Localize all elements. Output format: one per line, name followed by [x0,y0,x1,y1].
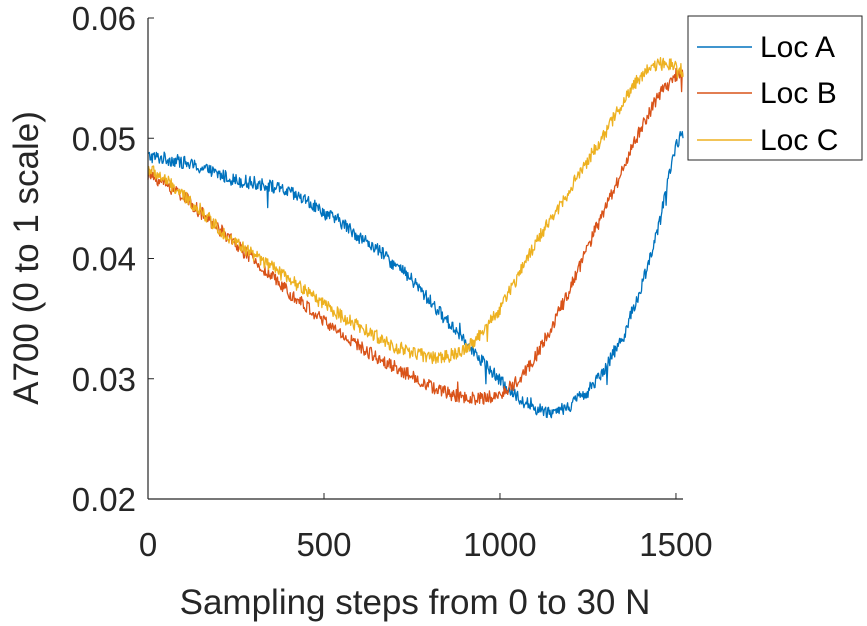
y-tick-label-002: 0.02 [72,481,136,518]
y-tick-label-003: 0.03 [72,361,136,398]
legend-label-loc-c: Loc C [760,124,838,157]
x-tick-label-1000: 1000 [463,526,536,563]
y-axis-label: A700 (0 to 1 scale) [7,111,46,405]
y-tick-label-005: 0.05 [72,120,136,157]
y-tick-label-004: 0.04 [72,241,136,278]
legend-label-loc-a: Loc A [760,31,835,64]
series-line-loc-b [147,67,684,406]
x-tick-label-0: 0 [139,526,157,563]
legend-box [687,15,863,161]
legend: Loc A Loc B Loc C [687,15,863,161]
legend-label-loc-b: Loc B [760,77,837,110]
series-line-loc-c [147,56,684,365]
x-tick-label-500: 500 [296,526,351,563]
x-tick-label-1500: 1500 [639,526,712,563]
x-axis-label: Sampling steps from 0 to 30 N [180,583,651,622]
y-tick-label-006: 0.06 [72,0,136,37]
series-line-loc-a [147,130,684,419]
series-group [147,56,684,419]
